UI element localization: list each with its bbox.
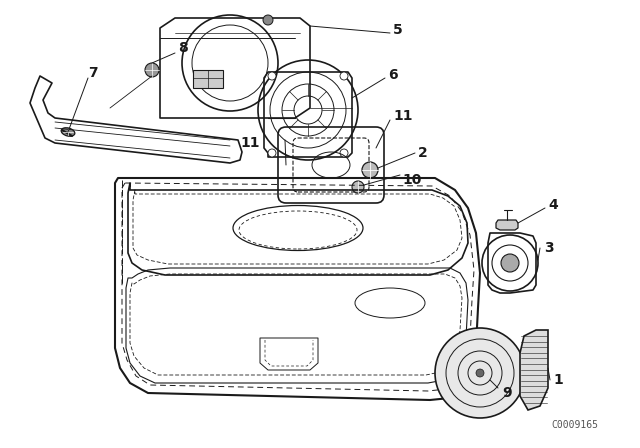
Text: 7: 7: [88, 66, 98, 80]
Text: C0009165: C0009165: [552, 420, 598, 430]
Text: 2: 2: [418, 146, 428, 160]
Circle shape: [340, 149, 348, 157]
Circle shape: [340, 72, 348, 80]
Circle shape: [145, 63, 159, 77]
Text: 9: 9: [502, 386, 511, 400]
Polygon shape: [496, 220, 518, 230]
Circle shape: [501, 254, 519, 272]
Polygon shape: [520, 330, 548, 410]
Circle shape: [362, 162, 378, 178]
Text: 6: 6: [388, 68, 397, 82]
Text: 8: 8: [178, 41, 188, 55]
Circle shape: [268, 149, 276, 157]
Text: 11: 11: [240, 136, 259, 150]
Text: 5: 5: [393, 23, 403, 37]
Text: 11: 11: [393, 109, 413, 123]
Circle shape: [352, 181, 364, 193]
Circle shape: [263, 15, 273, 25]
Circle shape: [476, 369, 484, 377]
Text: 4: 4: [548, 198, 557, 212]
Circle shape: [435, 328, 525, 418]
FancyBboxPatch shape: [193, 70, 223, 88]
Ellipse shape: [61, 128, 75, 136]
Text: 3: 3: [544, 241, 554, 255]
Text: 10: 10: [402, 173, 421, 187]
Circle shape: [268, 72, 276, 80]
Text: 1: 1: [553, 373, 563, 387]
